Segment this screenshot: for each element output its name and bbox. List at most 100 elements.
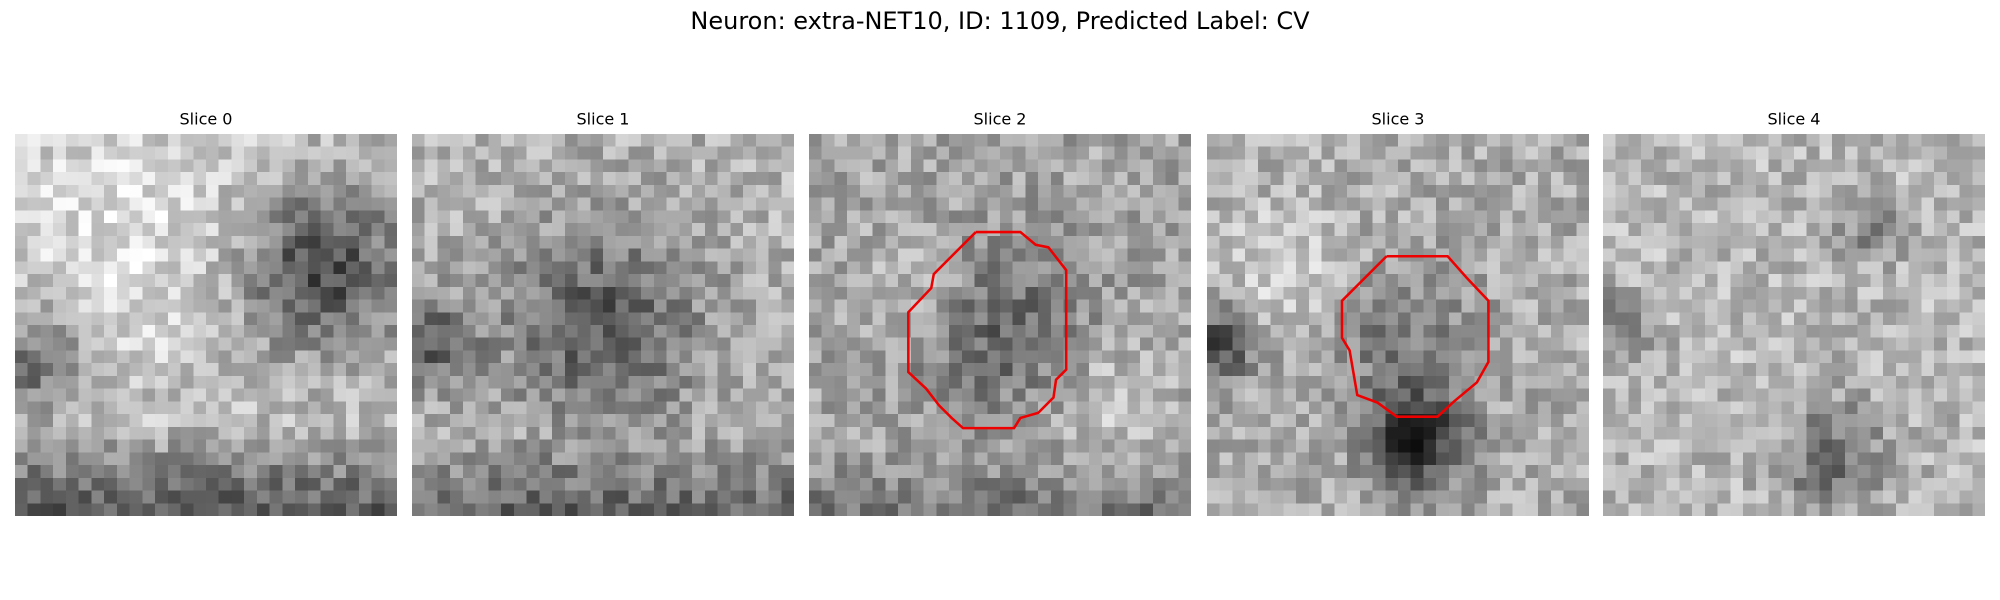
pixel [539, 337, 553, 351]
pixel [781, 184, 794, 198]
pixel [910, 235, 924, 249]
pixel [1025, 286, 1039, 300]
pixel [450, 286, 463, 300]
pixel [1704, 439, 1718, 453]
pixel [1436, 414, 1449, 427]
pixel [1512, 286, 1526, 300]
pixel [1844, 184, 1858, 198]
pixel [1436, 350, 1449, 364]
pixel [949, 439, 962, 453]
pixel [704, 465, 718, 478]
pixel [1832, 235, 1845, 249]
pixel [488, 210, 502, 224]
pixel [717, 375, 731, 389]
pixel [552, 210, 565, 224]
pixel [1806, 312, 1820, 325]
pixel [1563, 248, 1577, 262]
pixel [755, 375, 769, 389]
pixel [1321, 350, 1335, 364]
pixel [821, 274, 835, 287]
pixel [1755, 172, 1769, 185]
pixel [1883, 465, 1896, 478]
pixel [1423, 159, 1437, 173]
pixel [1140, 490, 1153, 504]
pixel [1487, 388, 1500, 402]
pixel [1050, 337, 1064, 351]
pixel [847, 299, 860, 313]
pixel [1283, 248, 1297, 262]
pixel [1423, 134, 1437, 147]
pixel [1474, 414, 1488, 427]
pixel [641, 248, 654, 262]
pixel [1334, 414, 1348, 427]
pixel [167, 184, 181, 198]
pixel [206, 477, 219, 491]
pixel [462, 235, 476, 249]
pixel [78, 503, 92, 516]
pixel [1461, 286, 1475, 300]
pixel [847, 261, 860, 275]
pixel [1794, 465, 1807, 478]
pixel [923, 477, 937, 491]
pixel [78, 465, 92, 478]
pixel [603, 490, 616, 504]
pixel [1794, 426, 1807, 440]
pixel [1474, 299, 1488, 313]
pixel [231, 312, 245, 325]
pixel [1576, 172, 1589, 185]
pixel [1844, 248, 1858, 262]
pixel [218, 235, 232, 249]
pixel [513, 503, 527, 516]
pixel [1730, 477, 1744, 491]
pixel [768, 477, 782, 491]
pixel [1857, 286, 1871, 300]
pixel [1219, 146, 1233, 160]
pixel [821, 197, 835, 211]
pixel [885, 503, 899, 516]
pixel [206, 350, 219, 364]
pixel [923, 286, 937, 300]
pixel [1461, 452, 1475, 466]
pixel [1178, 414, 1191, 427]
pixel [1127, 477, 1141, 491]
pixel [590, 197, 603, 211]
pixel [346, 477, 359, 491]
pixel [412, 261, 425, 275]
pixel [692, 465, 705, 478]
pixel [1934, 325, 1947, 338]
pixel [603, 465, 616, 478]
pixel [679, 325, 693, 338]
pixel [590, 146, 603, 160]
pixel [78, 452, 92, 466]
pixel [116, 159, 130, 173]
pixel [847, 184, 860, 198]
pixel [1270, 401, 1284, 415]
pixel [412, 414, 425, 427]
pixel [1012, 299, 1026, 313]
pixel [1704, 350, 1718, 364]
pixel [1576, 325, 1589, 338]
pixel [1076, 401, 1090, 415]
pixel [78, 325, 92, 338]
pixel [1347, 490, 1360, 504]
pixel [974, 223, 988, 236]
pixel [1487, 439, 1500, 453]
pixel [15, 197, 28, 211]
pixel [513, 172, 527, 185]
pixel [961, 286, 975, 300]
pixel [1127, 223, 1141, 236]
pixel [1870, 299, 1884, 313]
pixel [371, 439, 385, 453]
pixel [1127, 375, 1141, 389]
pixel [1768, 388, 1782, 402]
pixel [1076, 159, 1090, 173]
pixel [974, 426, 988, 440]
pixel [730, 210, 744, 224]
pixel [231, 210, 245, 224]
pixel [859, 375, 873, 389]
pixel [1245, 465, 1258, 478]
pixel [628, 452, 642, 466]
pixel [155, 477, 168, 491]
pixel [1692, 134, 1705, 147]
pixel [1372, 210, 1386, 224]
